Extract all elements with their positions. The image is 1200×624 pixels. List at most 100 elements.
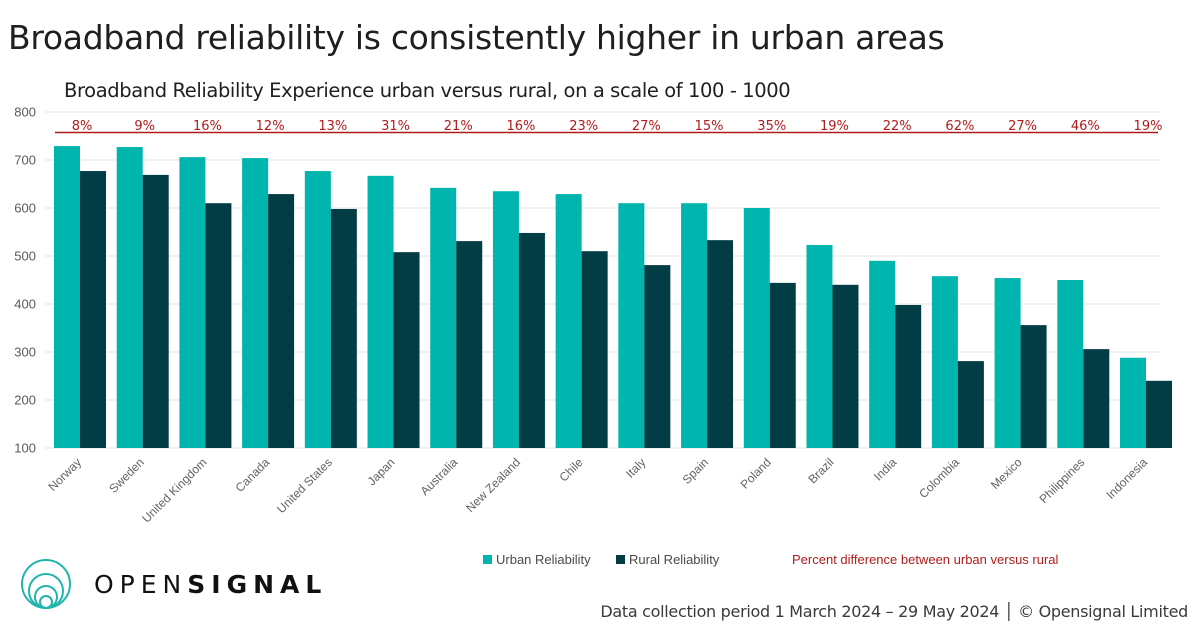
x-tick-label: Australia: [417, 455, 460, 498]
y-tick-label: 500: [14, 249, 36, 264]
bar-rural: [1146, 380, 1172, 448]
x-tick-label: Spain: [680, 455, 712, 487]
legend-urban: Urban Reliability: [483, 552, 591, 567]
y-tick-label: 100: [14, 441, 36, 456]
percent-label: 46%: [1071, 119, 1100, 134]
footer-note: Data collection period 1 March 2024 – 29…: [600, 602, 1188, 621]
bars: [54, 146, 1172, 449]
bar-rural: [1020, 325, 1047, 448]
chart-subtitle: Broadband Reliability Experience urban v…: [64, 79, 791, 102]
y-tick-label: 800: [14, 105, 36, 120]
y-axis-ticks: 100 200 300 400 500 600 700 800: [14, 105, 36, 456]
bar-rural: [518, 232, 545, 448]
x-tick-label: Italy: [623, 455, 648, 480]
bar-urban: [931, 276, 958, 448]
bar-urban: [116, 147, 143, 449]
bar-urban: [806, 244, 833, 448]
bar-urban: [242, 158, 269, 448]
bar-urban: [994, 278, 1021, 448]
legend-rural-swatch: [616, 555, 625, 564]
logo-text-bold: SIGNAL: [187, 569, 328, 599]
bar-urban: [618, 203, 645, 448]
x-tick-label: New Zealand: [463, 455, 523, 515]
percent-label: 23%: [569, 119, 598, 134]
opensignal-logo: OPENSIGNAL: [20, 556, 327, 612]
bar-rural: [581, 251, 608, 448]
bar-rural: [80, 171, 106, 449]
bar-urban: [430, 187, 457, 448]
x-tick-label: Brazil: [805, 455, 836, 486]
y-tick-label: 300: [14, 345, 36, 360]
bar-rural: [330, 208, 357, 448]
bar-urban: [1120, 357, 1146, 448]
percent-label: 27%: [632, 119, 661, 134]
percent-label: 21%: [444, 119, 473, 134]
percent-label: 13%: [318, 119, 347, 134]
percent-label: 19%: [820, 119, 849, 134]
x-tick-label: Canada: [233, 455, 273, 495]
bar-rural: [142, 174, 169, 448]
x-tick-label: India: [871, 455, 900, 484]
x-tick-label: Colombia: [916, 455, 962, 501]
bar-urban: [555, 194, 582, 448]
bar-rural: [769, 282, 796, 448]
bar-rural: [1083, 349, 1110, 448]
percent-label: 9%: [134, 119, 155, 134]
x-tick-label: United States: [274, 455, 335, 516]
y-tick-label: 200: [14, 393, 36, 408]
percent-label: 27%: [1008, 119, 1037, 134]
bar-rural: [456, 241, 483, 448]
x-tick-label: Norway: [45, 455, 84, 494]
bar-urban: [304, 171, 331, 449]
bar-rural: [644, 265, 671, 448]
y-tick-label: 400: [14, 297, 36, 312]
percent-label: 16%: [193, 119, 222, 134]
percent-label: 12%: [256, 119, 285, 134]
percent-label: 8%: [72, 119, 93, 134]
bar-rural: [707, 240, 734, 448]
x-tick-label: Indonesia: [1103, 455, 1150, 502]
percent-label: 62%: [945, 119, 974, 134]
bar-rural: [895, 304, 922, 448]
x-tick-label: Chile: [557, 455, 586, 484]
bar-rural: [393, 252, 420, 448]
percent-annotations: 8% 9% 16% 12% 13% 31% 21% 16% 23% 27% 15% 35% 19% 22%…: [55, 119, 1162, 134]
legend-urban-label: Urban Reliability: [496, 552, 591, 567]
percent-label: 16%: [506, 119, 535, 134]
y-tick-label: 600: [14, 201, 36, 216]
legend-percent-label: Percent difference between urban versus …: [792, 552, 1059, 567]
bar-urban: [869, 260, 896, 448]
percent-label: 19%: [1134, 119, 1163, 134]
percent-label: 31%: [381, 119, 410, 134]
bar-rural: [957, 361, 984, 448]
percent-label: 35%: [757, 119, 786, 134]
bar-urban: [54, 146, 80, 448]
bar-urban: [492, 191, 519, 448]
x-tick-label: Mexico: [988, 455, 1025, 492]
bar-urban: [367, 175, 394, 448]
x-tick-label: Japan: [365, 455, 398, 488]
x-tick-label: Sweden: [106, 455, 147, 496]
legend-urban-swatch: [483, 555, 492, 564]
legend-rural: Rural Reliability: [616, 552, 719, 567]
bar-rural: [205, 203, 232, 448]
percent-label: 15%: [695, 119, 724, 134]
y-tick-label: 700: [14, 153, 36, 168]
bar-rural: [832, 284, 859, 448]
percent-label: 22%: [883, 119, 912, 134]
chart-title: Broadband reliability is consistently hi…: [8, 18, 945, 57]
x-tick-label: Poland: [738, 455, 774, 491]
bar-urban: [743, 208, 770, 448]
logo-wordmark: OPENSIGNAL: [94, 570, 327, 599]
bar-urban: [1057, 280, 1084, 448]
logo-text-light: OPEN: [94, 569, 188, 599]
bar-urban: [681, 203, 708, 448]
bar-urban: [179, 157, 206, 448]
bar-rural: [268, 194, 295, 448]
x-tick-label: United Kingdom: [139, 455, 209, 525]
x-tick-label: Philippines: [1036, 455, 1087, 506]
signal-rings-icon: [21, 559, 71, 609]
legend-rural-label: Rural Reliability: [629, 552, 720, 567]
